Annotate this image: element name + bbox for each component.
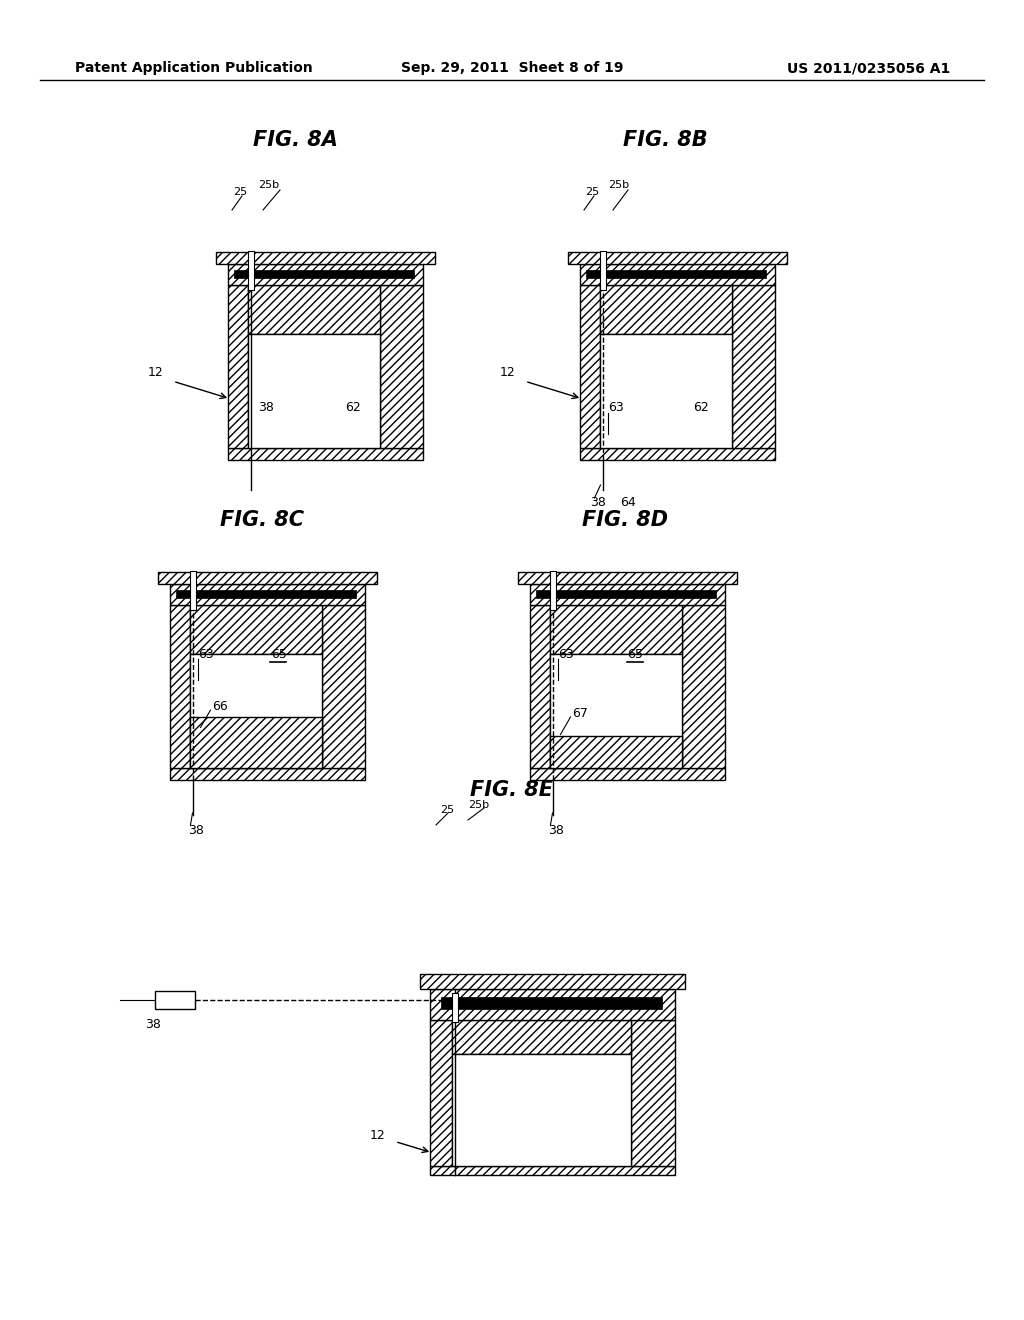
Bar: [580, 285, 599, 447]
Bar: [248, 285, 380, 334]
Text: 38: 38: [258, 401, 274, 414]
Bar: [518, 572, 736, 583]
Bar: [228, 264, 423, 285]
Text: 63: 63: [558, 648, 574, 660]
Text: 25: 25: [233, 187, 247, 197]
Text: 38: 38: [188, 824, 205, 837]
Text: 25b: 25b: [468, 800, 489, 810]
Bar: [530, 583, 725, 605]
Text: Sep. 29, 2011  Sheet 8 of 19: Sep. 29, 2011 Sheet 8 of 19: [400, 61, 624, 75]
Bar: [233, 271, 415, 277]
Text: FIG. 8C: FIG. 8C: [220, 510, 304, 531]
Text: 62: 62: [693, 401, 709, 414]
Text: 63: 63: [199, 648, 214, 660]
Text: FIG. 8D: FIG. 8D: [582, 510, 668, 531]
Bar: [430, 989, 675, 1020]
Bar: [323, 605, 365, 768]
Bar: [189, 605, 323, 653]
Text: 67: 67: [572, 708, 589, 719]
Text: Patent Application Publication: Patent Application Publication: [75, 61, 312, 75]
Bar: [732, 285, 775, 447]
Bar: [159, 572, 377, 583]
Text: 63: 63: [608, 401, 625, 414]
Bar: [248, 334, 380, 447]
Text: 64: 64: [621, 495, 636, 508]
Bar: [599, 251, 605, 290]
Bar: [189, 717, 323, 768]
Bar: [530, 768, 725, 780]
Bar: [452, 1020, 631, 1055]
Text: 65: 65: [628, 648, 643, 660]
Bar: [580, 264, 775, 285]
Bar: [176, 590, 356, 598]
Text: 38: 38: [145, 1018, 161, 1031]
Bar: [536, 590, 717, 598]
Bar: [189, 570, 196, 610]
Text: 12: 12: [370, 1130, 386, 1142]
Bar: [599, 285, 732, 334]
Text: 66: 66: [213, 700, 228, 713]
Bar: [452, 993, 458, 1022]
Text: 38: 38: [591, 495, 606, 508]
Bar: [586, 271, 766, 277]
Bar: [441, 998, 662, 1010]
Bar: [170, 768, 365, 780]
Bar: [189, 653, 323, 768]
Bar: [155, 991, 195, 1008]
Text: 25: 25: [585, 187, 599, 197]
Text: 25: 25: [440, 805, 454, 814]
Text: US 2011/0235056 A1: US 2011/0235056 A1: [786, 61, 950, 75]
Bar: [248, 251, 254, 290]
Text: FIG. 8A: FIG. 8A: [253, 129, 338, 150]
Bar: [228, 285, 248, 447]
Bar: [568, 252, 786, 264]
Bar: [530, 605, 550, 768]
Bar: [170, 605, 189, 768]
Bar: [550, 570, 555, 610]
Text: 12: 12: [148, 366, 164, 379]
Bar: [430, 1166, 675, 1175]
Bar: [420, 974, 685, 989]
Bar: [228, 447, 423, 459]
Bar: [430, 1020, 452, 1166]
Text: 25b: 25b: [608, 180, 629, 190]
Bar: [170, 583, 365, 605]
Text: 25b: 25b: [258, 180, 280, 190]
Bar: [452, 1055, 631, 1166]
Bar: [550, 737, 682, 768]
Text: FIG. 8B: FIG. 8B: [623, 129, 708, 150]
Bar: [682, 605, 725, 768]
Bar: [380, 285, 423, 447]
Bar: [550, 653, 682, 768]
Text: 38: 38: [549, 824, 564, 837]
Bar: [580, 447, 775, 459]
Bar: [216, 252, 435, 264]
Bar: [599, 334, 732, 447]
Text: 62: 62: [345, 401, 360, 414]
Text: 12: 12: [500, 366, 516, 379]
Text: 65: 65: [271, 648, 288, 660]
Bar: [631, 1020, 675, 1166]
Bar: [550, 605, 682, 653]
Text: FIG. 8E: FIG. 8E: [470, 780, 554, 800]
